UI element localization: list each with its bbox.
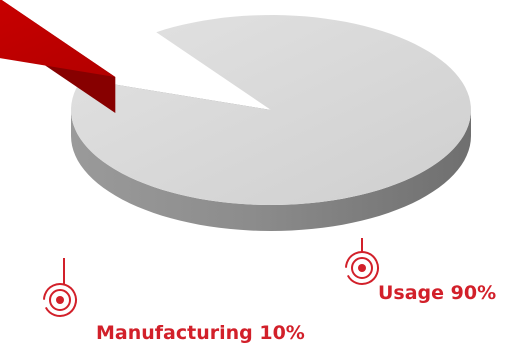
- manufacturing-slice-top: [0, 0, 116, 77]
- pie-slices-group: [0, 0, 471, 231]
- manufacturing-label: Manufacturing 10%: [96, 322, 305, 344]
- target-circle-icon: [345, 251, 379, 285]
- target-circle-icon: [43, 283, 77, 317]
- usage-slice-side: [71, 110, 471, 231]
- usage-slice-top: [71, 15, 471, 205]
- callouts-group: Usage 90% Manufacturing 10%: [43, 238, 496, 344]
- usage-label: Usage 90%: [378, 282, 496, 304]
